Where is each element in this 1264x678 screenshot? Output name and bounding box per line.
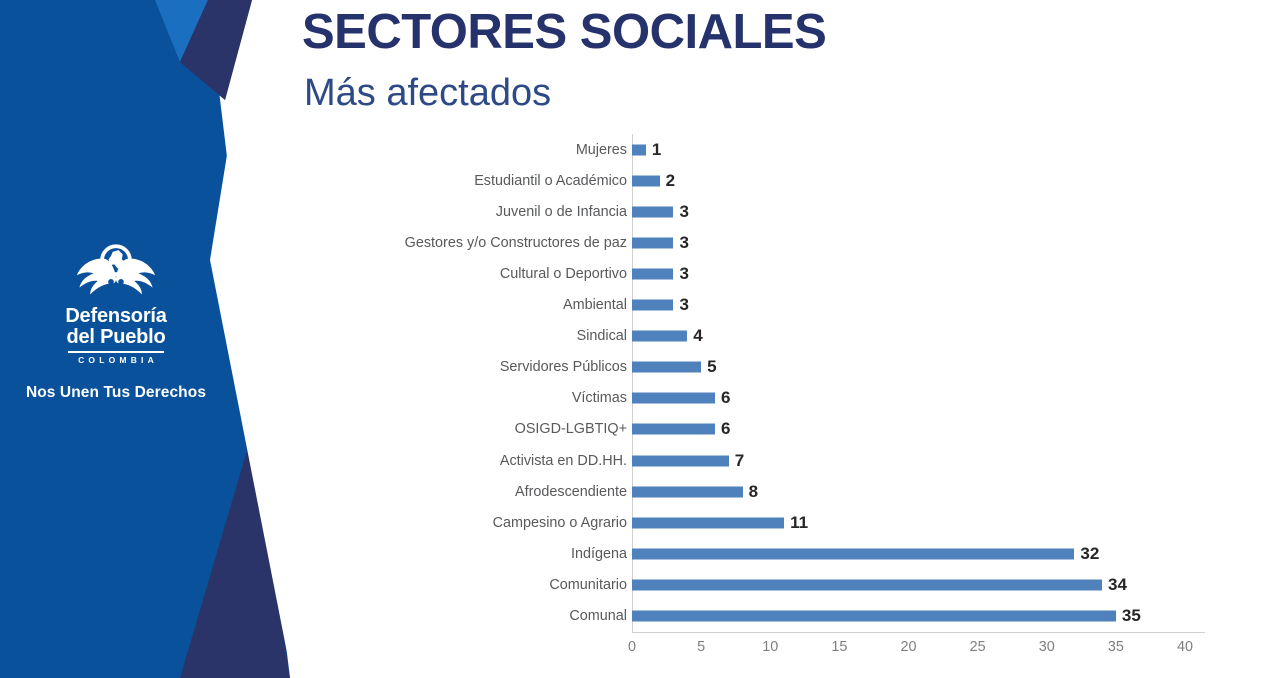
chart-bar xyxy=(632,610,1116,622)
category-label: Cultural o Deportivo xyxy=(499,265,627,282)
chart-bar xyxy=(632,299,674,311)
sidebar-tagline: Nos Unen Tus Derechos xyxy=(25,384,207,401)
chart-row: Comunitario 34 xyxy=(360,569,1260,600)
category-label: OSIGD-LGBTIQ+ xyxy=(514,421,627,438)
chart-bar xyxy=(632,237,674,249)
x-axis-tick: 25 xyxy=(969,639,986,655)
category-label: Mujeres xyxy=(575,141,627,158)
chart-row: Indígena 32 xyxy=(360,538,1260,569)
chart-row: Cultural o Deportivo 3 xyxy=(360,258,1260,289)
category-label: Estudiantil o Académico xyxy=(474,172,627,189)
chart-row: Afrodescendiente 8 xyxy=(360,476,1260,507)
chart-bar xyxy=(632,455,729,467)
plot-area: Mujeres 1 Estudiantil o Académico 2 Juvenil … xyxy=(360,130,1260,678)
chart-row: Servidores Públicos 5 xyxy=(360,352,1260,383)
bar-value-label: 4 xyxy=(693,326,703,346)
x-axis-tick: 5 xyxy=(697,639,706,655)
chart-row: Comunal 35 xyxy=(360,601,1260,632)
bar-value-label: 11 xyxy=(790,512,809,532)
chart-bar xyxy=(632,517,785,529)
bar-value-label: 1 xyxy=(651,139,662,159)
bar-value-label: 32 xyxy=(1080,543,1100,563)
bar-value-label: 35 xyxy=(1121,606,1141,626)
chart-bar xyxy=(632,486,743,498)
x-axis-tick: 30 xyxy=(1038,639,1055,655)
bar-value-label: 34 xyxy=(1108,574,1127,594)
chart-bar xyxy=(632,579,1103,591)
category-label: Víctimas xyxy=(571,390,627,407)
sidebar-main-shape xyxy=(0,0,290,678)
category-label: Juvenil o de Infancia xyxy=(495,203,627,220)
x-axis-tick: 35 xyxy=(1107,639,1124,655)
chart-row: Víctimas 6 xyxy=(360,383,1260,414)
chart-bar xyxy=(632,548,1075,560)
sidebar-shapes xyxy=(0,0,360,678)
chart-bar xyxy=(632,361,702,373)
category-label: Campesino o Agrario xyxy=(492,514,627,531)
category-label: Afrodescendiente xyxy=(514,483,627,500)
logo-country-label: COLOMBIA xyxy=(78,354,158,365)
x-axis-tick: 40 xyxy=(1176,639,1194,655)
bar-value-label: 6 xyxy=(720,419,731,439)
sidebar-decoration xyxy=(0,0,360,678)
dove-hands-colombia-emblem-icon xyxy=(76,244,156,295)
category-label: Indígena xyxy=(570,545,627,562)
page-subtitle: Más afectados xyxy=(304,72,552,114)
logo-line-2: del Pueblo xyxy=(66,326,166,348)
chart-bar xyxy=(632,392,715,404)
category-axis-line xyxy=(632,632,1205,633)
chart-row: Ambiental 3 xyxy=(360,290,1260,321)
chart-row: Campesino o Agrario 11 xyxy=(360,507,1260,538)
x-axis-tick: 10 xyxy=(762,639,779,655)
category-label: Comunal xyxy=(569,608,627,625)
x-axis-tick: 20 xyxy=(900,639,917,655)
chart-row: Juvenil o de Infancia 3 xyxy=(360,196,1260,227)
category-label: Sindical xyxy=(576,328,627,345)
chart-row: OSIGD-LGBTIQ+ 6 xyxy=(360,414,1260,445)
chart-row: Sindical 4 xyxy=(360,321,1260,352)
x-axis-tick: 0 xyxy=(627,639,637,655)
chart-row: Activista en DD.HH. 7 xyxy=(360,445,1260,476)
bar-value-label: 6 xyxy=(720,388,731,408)
category-label: Ambiental xyxy=(563,297,627,314)
sidebar-light-accent xyxy=(155,0,208,62)
x-axis-tick: 15 xyxy=(831,639,848,655)
sidebar-blue-upper-fill xyxy=(180,0,252,100)
bar-value-label: 7 xyxy=(734,450,745,470)
category-label: Activista en DD.HH. xyxy=(499,452,627,469)
chart-row: Gestores y/o Constructores de paz 3 xyxy=(360,227,1260,258)
category-label: Comunitario xyxy=(549,576,627,593)
sidebar-white-wedge xyxy=(210,0,360,678)
logo-line-1: Defensoría xyxy=(65,305,167,327)
chart-bar xyxy=(632,144,646,156)
page-title: SECTORES SOCIALES xyxy=(302,5,827,59)
chart-bar xyxy=(632,206,674,218)
chart-row: Estudiantil o Académico 2 xyxy=(360,165,1260,196)
value-axis-line xyxy=(632,134,633,632)
bar-value-label: 2 xyxy=(665,170,676,190)
chart-bar xyxy=(632,268,674,280)
chart-bar xyxy=(632,423,715,435)
bar-value-label: 3 xyxy=(679,263,689,283)
logo-block: Defensoría del Pueblo COLOMBIA xyxy=(0,240,232,365)
chart-bar xyxy=(632,175,660,187)
category-label: Servidores Públicos xyxy=(499,359,627,376)
sidebar-dark-accent-bottom xyxy=(180,430,290,678)
bar-value-label: 5 xyxy=(707,357,717,377)
x-axis-tick-labels: 0 5 10 15 20 25 30 35 40 xyxy=(360,638,1260,668)
bar-value-label: 3 xyxy=(679,232,689,252)
category-label: Gestores y/o Constructores de paz xyxy=(404,234,627,251)
bar-value-label: 3 xyxy=(679,295,689,315)
bar-chart: Mujeres 1 Estudiantil o Académico 2 Juvenil … xyxy=(360,130,1260,678)
chart-bar xyxy=(632,330,688,342)
chart-row: Mujeres 1 xyxy=(360,134,1260,165)
bar-value-label: 3 xyxy=(679,201,689,221)
bar-value-label: 8 xyxy=(748,481,759,501)
logo-divider xyxy=(68,351,164,353)
